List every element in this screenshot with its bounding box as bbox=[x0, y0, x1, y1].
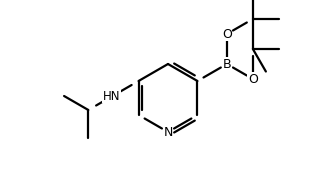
Text: O: O bbox=[222, 28, 232, 40]
Text: O: O bbox=[248, 73, 258, 86]
Text: N: N bbox=[163, 125, 173, 138]
Text: B: B bbox=[223, 57, 231, 71]
Text: HN: HN bbox=[103, 89, 120, 102]
